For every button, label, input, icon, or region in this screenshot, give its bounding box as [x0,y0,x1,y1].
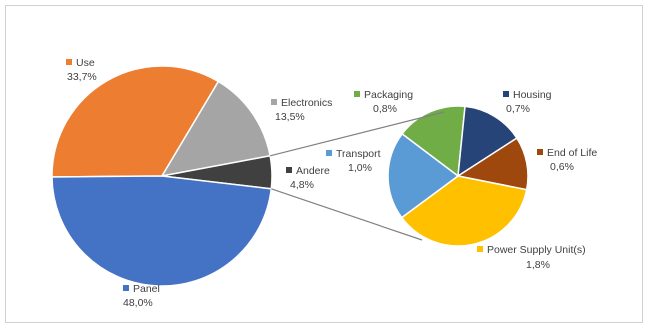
main-slice-panel [51,175,273,287]
label-marker-packaging [354,91,360,97]
label-electronics: Electronics [281,97,332,109]
label-end-of-life: End of Life [547,147,597,159]
label-marker-andere [286,167,292,173]
label-panel: Panel [133,283,160,295]
value-label-andere: 4,8% [290,179,314,191]
label-marker-power-supply-unit-s [477,246,483,252]
value-label-electronics: 13,5% [275,111,305,123]
value-label-housing: 0,7% [506,103,530,115]
label-marker-use [66,59,72,65]
label-use: Use [76,57,95,69]
label-marker-housing [503,91,509,97]
secondary-slice-power-supply-unit-s [400,175,528,247]
secondary-slice-housing [457,105,518,178]
value-label-end-of-life: 0,6% [550,161,574,173]
connector-line-top [269,111,445,157]
value-label-power-supply-unit-s: 1,8% [526,259,550,271]
label-power-supply-unit-s: Power Supply Unit(s) [487,244,586,256]
value-label-packaging: 0,8% [373,103,397,115]
label-marker-transport [326,150,332,156]
label-packaging: Packaging [364,89,413,101]
main-slice-use [51,65,220,178]
label-transport: Transport [336,148,381,160]
label-marker-electronics [271,99,277,105]
secondary-slice-packaging [401,105,466,178]
secondary-slice-transport [387,132,460,219]
label-housing: Housing [513,89,552,101]
connector-line-bottom [271,188,423,241]
label-marker-end-of-life [537,149,543,155]
label-marker-panel [123,285,129,291]
label-andere: Andere [296,165,330,177]
value-label-use: 33,7% [67,71,97,83]
main-slice-electronics [160,80,272,178]
value-label-panel: 48,0% [123,297,153,309]
value-label-transport: 1,0% [348,162,372,174]
